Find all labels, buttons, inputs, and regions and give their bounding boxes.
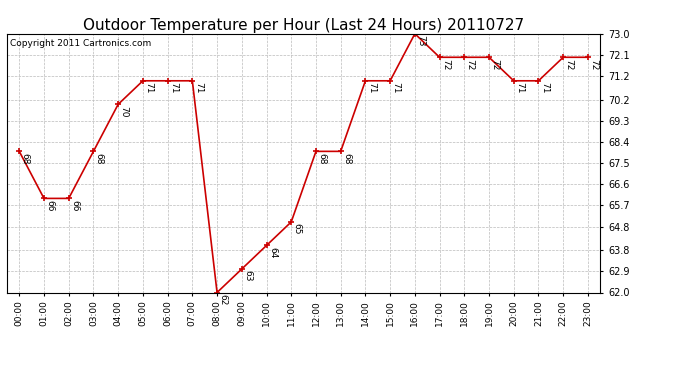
Text: 65: 65 (293, 224, 302, 235)
Text: 72: 72 (441, 58, 450, 70)
Text: 63: 63 (243, 270, 252, 282)
Text: 68: 68 (21, 153, 30, 164)
Text: 72: 72 (491, 58, 500, 70)
Text: 71: 71 (144, 82, 153, 94)
Title: Outdoor Temperature per Hour (Last 24 Hours) 20110727: Outdoor Temperature per Hour (Last 24 Ho… (83, 18, 524, 33)
Text: 71: 71 (169, 82, 178, 94)
Text: 72: 72 (466, 58, 475, 70)
Text: 62: 62 (219, 294, 228, 305)
Text: 71: 71 (367, 82, 376, 94)
Text: 73: 73 (416, 35, 425, 46)
Text: 70: 70 (119, 106, 128, 117)
Text: 68: 68 (95, 153, 103, 164)
Text: 71: 71 (391, 82, 400, 94)
Text: 72: 72 (589, 58, 598, 70)
Text: 66: 66 (46, 200, 55, 211)
Text: 72: 72 (564, 58, 573, 70)
Text: 66: 66 (70, 200, 79, 211)
Text: Copyright 2011 Cartronics.com: Copyright 2011 Cartronics.com (10, 39, 151, 48)
Text: 71: 71 (540, 82, 549, 94)
Text: 68: 68 (342, 153, 351, 164)
Text: 68: 68 (317, 153, 326, 164)
Text: 71: 71 (194, 82, 203, 94)
Text: 64: 64 (268, 247, 277, 258)
Text: 71: 71 (515, 82, 524, 94)
